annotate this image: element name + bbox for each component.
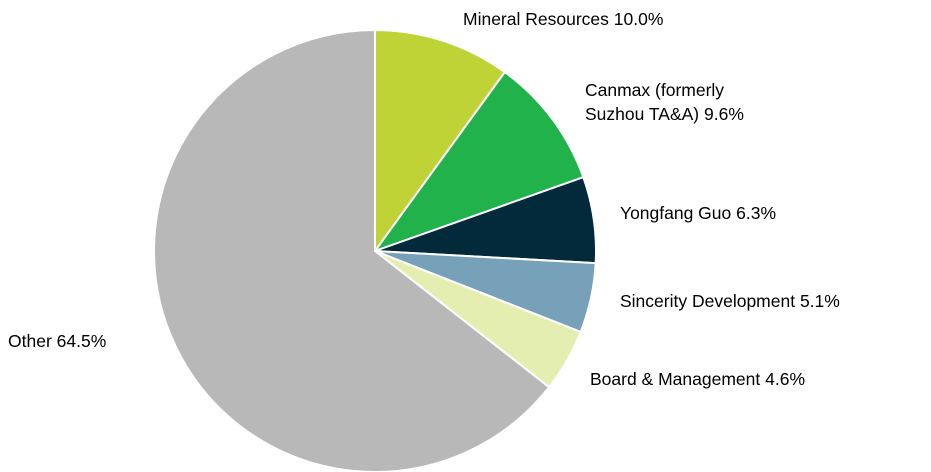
slice-label: Yongfang Guo 6.3% — [620, 201, 776, 225]
value-label: 9.6% — [704, 104, 744, 124]
value-label: 4.6% — [765, 369, 806, 389]
category-name: Yongfang Guo — [620, 203, 732, 223]
slice-label: Canmax (formerly Suzhou TA&A) 9.6% — [585, 78, 785, 126]
value-label: 5.1% — [799, 291, 840, 311]
category-name: Other — [8, 331, 52, 351]
category-name: Mineral Resources — [463, 9, 609, 29]
slice-label: Other 64.5% — [8, 329, 106, 353]
pie-slice — [374, 28, 507, 255]
value-label: 6.3% — [736, 203, 777, 223]
slice-label: Mineral Resources 10.0% — [463, 7, 663, 31]
pie-slice — [153, 28, 551, 472]
slice-label: Board & Management 4.6% — [590, 367, 805, 391]
value-label: 10.0% — [613, 9, 664, 29]
slice-label: Sincerity Development 5.1% — [620, 289, 840, 313]
category-name: Sincerity Development — [620, 291, 796, 311]
value-label: 64.5% — [56, 331, 107, 351]
category-name: Canmax (formerly Suzhou TA&A) — [585, 80, 725, 124]
pie-slice — [372, 70, 585, 254]
category-name: Board & Management — [590, 369, 761, 389]
